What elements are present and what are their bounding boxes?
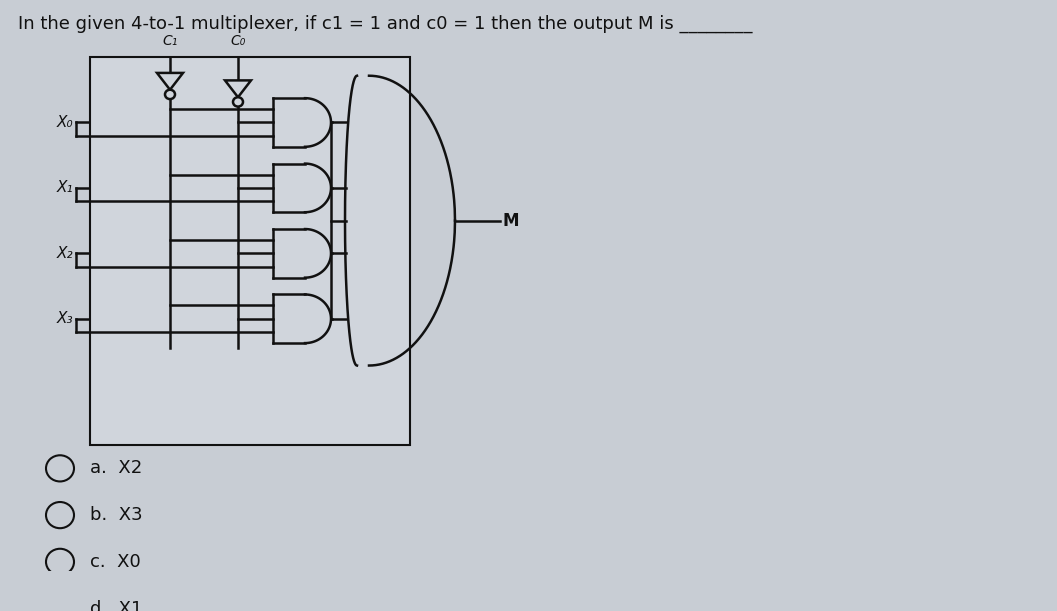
Text: C₁: C₁ xyxy=(163,34,178,48)
Circle shape xyxy=(165,90,175,99)
Circle shape xyxy=(233,97,243,106)
Circle shape xyxy=(47,502,74,528)
Text: C₀: C₀ xyxy=(230,34,245,48)
Text: In the given 4-to-1 multiplexer, if c1 = 1 and c0 = 1 then the output M is _____: In the given 4-to-1 multiplexer, if c1 =… xyxy=(18,15,753,33)
FancyBboxPatch shape xyxy=(90,57,410,445)
Circle shape xyxy=(47,596,74,611)
Text: a.  X2: a. X2 xyxy=(90,459,143,477)
Circle shape xyxy=(47,455,74,481)
Text: X₃: X₃ xyxy=(56,311,73,326)
Circle shape xyxy=(47,549,74,575)
Text: d.  X1: d. X1 xyxy=(90,599,143,611)
Polygon shape xyxy=(225,81,251,97)
Text: b.  X3: b. X3 xyxy=(90,506,143,524)
Text: X₁: X₁ xyxy=(56,180,73,196)
Text: X₀: X₀ xyxy=(56,115,73,130)
Text: X₂: X₂ xyxy=(56,246,73,261)
Text: M: M xyxy=(503,211,519,230)
Text: c.  X0: c. X0 xyxy=(90,553,141,571)
Polygon shape xyxy=(157,73,183,90)
